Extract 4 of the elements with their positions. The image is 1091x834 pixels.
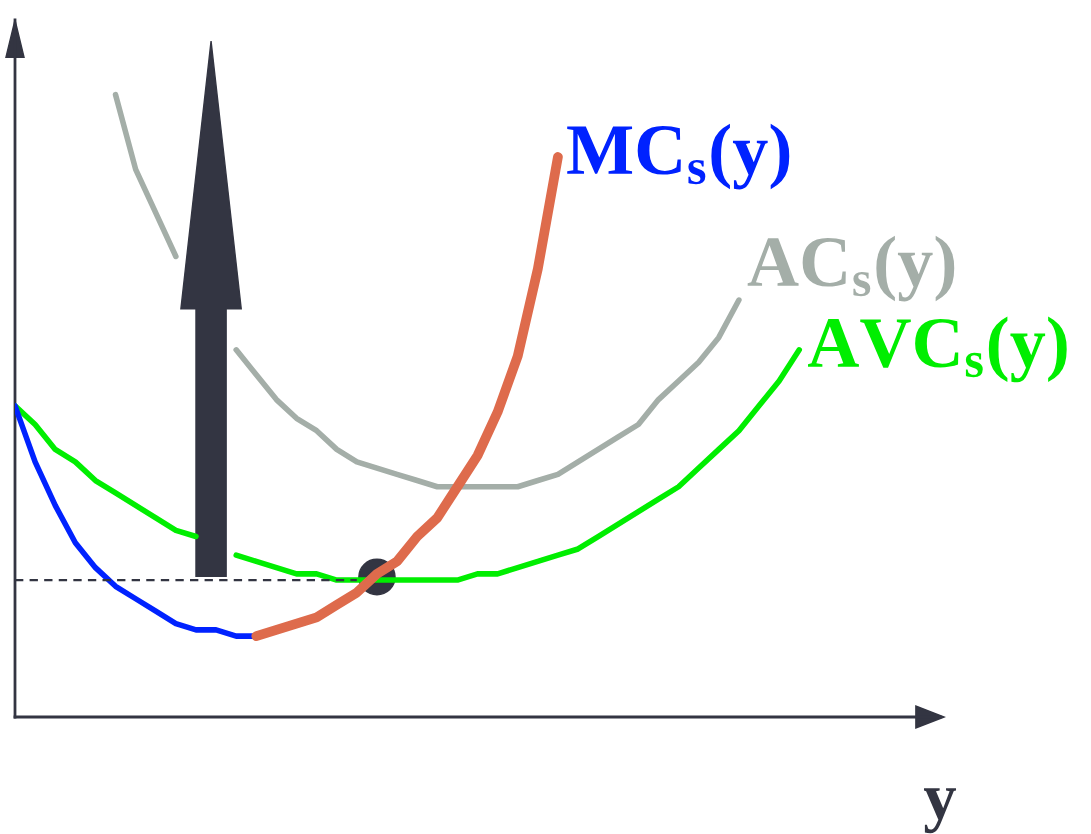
series-label: AVC$_{s}$(y)	[807, 316, 1067, 383]
x-axis-title: y	[923, 788, 957, 834]
series-label: AC$_{s}$(y)	[747, 235, 955, 302]
text: MC$_{s}$(y)	[567, 123, 790, 190]
